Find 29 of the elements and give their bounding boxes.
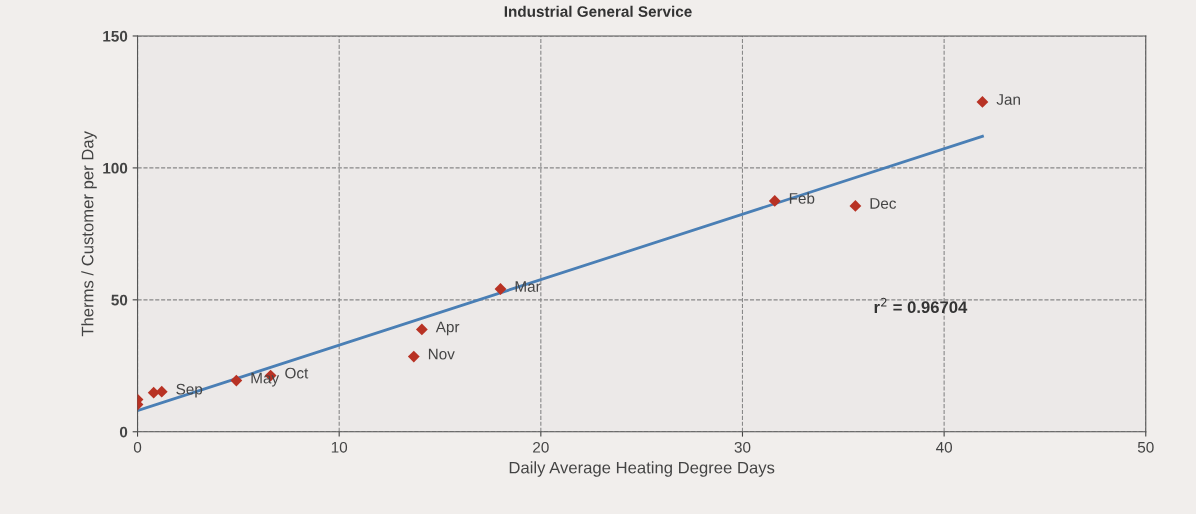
annotation: Apr — [435, 321, 460, 336]
annotation: Mar — [515, 281, 541, 292]
point — [849, 200, 862, 212]
point — [407, 350, 420, 363]
annotation: May — [251, 372, 280, 387]
x-tick-label: 50 — [1137, 441, 1154, 453]
chart-title: Industrial General Service — [504, 5, 692, 17]
annotation: Oct — [285, 367, 309, 379]
point — [230, 374, 243, 387]
y-tick-label: 100 — [103, 162, 128, 174]
annotation: Dec — [870, 198, 897, 209]
x-tick-label: 40 — [935, 441, 953, 453]
x-tick-label: 0 — [133, 441, 142, 453]
y-tick-label: 150 — [103, 30, 128, 42]
annotation: r$^{2}$ = 0.96704 — [874, 297, 968, 314]
x-axis-title: Daily Average Heating Degree Days — [509, 461, 775, 477]
x-tick-label: 10 — [331, 441, 348, 453]
point — [415, 323, 428, 336]
y-tick-label: 50 — [111, 294, 128, 306]
y-axis-title: Therms / Customer per Day — [81, 131, 97, 337]
point — [976, 96, 989, 108]
x-tick-label: 30 — [734, 441, 751, 453]
annotation: Nov — [428, 348, 455, 360]
annotation: Feb — [789, 192, 815, 204]
y-tick-label: 0 — [119, 426, 128, 438]
x-tick-label: 20 — [533, 441, 549, 453]
annotation: Jan — [996, 94, 1020, 105]
point — [494, 283, 507, 295]
point — [768, 195, 781, 207]
